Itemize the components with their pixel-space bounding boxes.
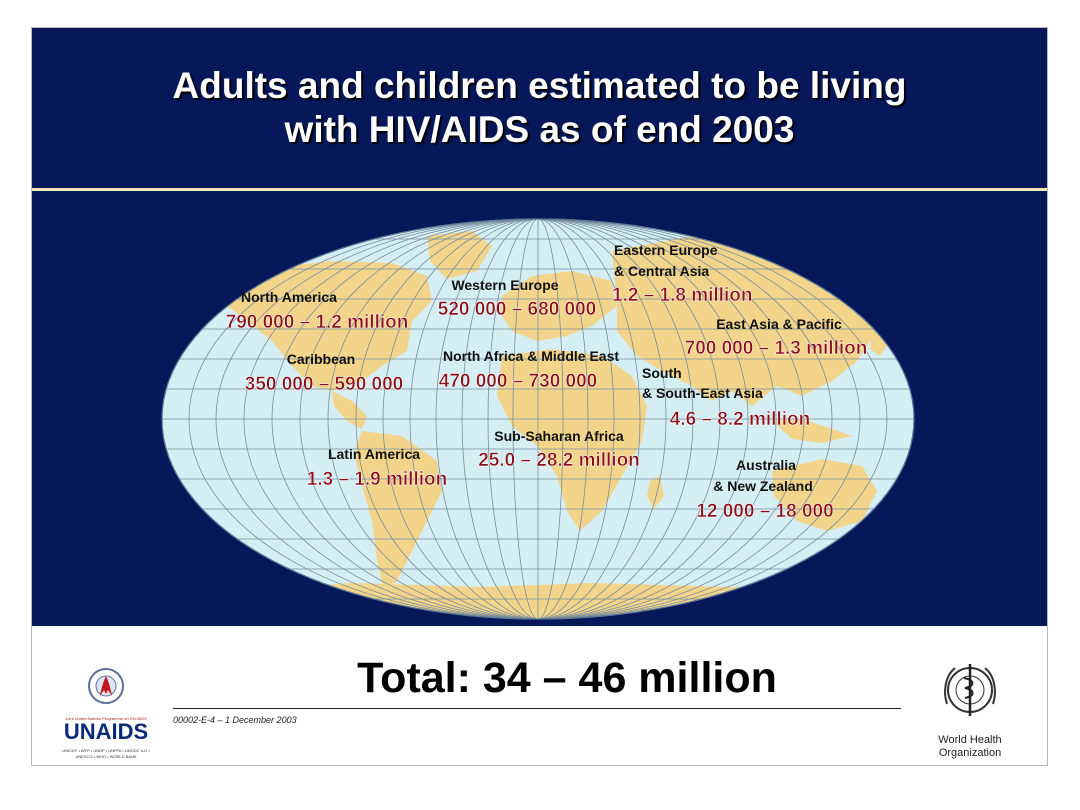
- un-emblem-icon: [88, 668, 124, 704]
- unaids-logo: Joint United Nations Programme on HIV/AI…: [56, 664, 156, 759]
- who-logo: World Health Organization: [915, 654, 1025, 759]
- region-range: 790 000 – 1.2 million: [226, 312, 409, 333]
- who-name-line-2: Organization: [938, 747, 1002, 759]
- title-line-2: with HIV/AIDS as of end 2003: [284, 109, 795, 150]
- land-australia: [772, 459, 877, 531]
- slide: Adults and children estimated to be livi…: [31, 27, 1048, 766]
- region-labels: North America 790 000 – 1.2 million Cari…: [225, 242, 868, 522]
- region-name: Caribbean: [287, 351, 355, 367]
- title-line-1: Adults and children estimated to be livi…: [172, 65, 907, 106]
- unaids-tagline: Joint United Nations Programme on HIV/AI…: [65, 716, 147, 721]
- title-band: Adults and children estimated to be livi…: [32, 28, 1047, 188]
- region-name: East Asia & Pacific: [716, 316, 842, 332]
- region-range: 1.3 – 1.9 million: [307, 469, 447, 490]
- region-range: 700 000 – 1.3 million: [685, 338, 868, 359]
- region-name: Western Europe: [451, 277, 558, 293]
- region-name: North America: [241, 289, 337, 305]
- region-range: 4.6 – 8.2 million: [670, 409, 810, 430]
- total-estimate: Total: 34 – 46 million: [357, 654, 777, 702]
- unaids-wordmark: UNAIDS: [63, 719, 149, 744]
- region-range: 520 000 – 680 000: [438, 299, 597, 320]
- footer: Joint United Nations Programme on HIV/AI…: [32, 626, 1047, 765]
- region-name: Sub-Saharan Africa: [494, 428, 624, 444]
- land-madagascar: [647, 476, 664, 509]
- slide-title: Adults and children estimated to be livi…: [32, 64, 1047, 152]
- region-name: South: [642, 365, 682, 381]
- region-range: 470 000 – 730 000: [439, 371, 598, 392]
- world-map-panel: North America 790 000 – 1.2 million Cari…: [32, 191, 1047, 626]
- region-name: & New Zealand: [713, 478, 813, 494]
- region-range: 25.0 – 28.2 million: [478, 450, 640, 471]
- unaids-members: UNICEF • WFP • UNDP • UNFPA • UNODC ILO …: [62, 748, 150, 759]
- map-graticule: [162, 219, 914, 619]
- who-name: World Health Organization: [915, 734, 1025, 760]
- region-name: & South-East Asia: [642, 385, 763, 401]
- region-name: & Central Asia: [614, 263, 709, 279]
- region-range: 12 000 – 18 000: [696, 501, 833, 522]
- divider-line: [32, 188, 1047, 191]
- land-central-america: [332, 391, 367, 429]
- region-range: 350 000 – 590 000: [245, 374, 404, 395]
- who-emblem-icon: [944, 664, 996, 716]
- footer-rule: [173, 708, 901, 709]
- who-name-line-1: World Health: [938, 734, 1002, 746]
- region-name: Latin America: [328, 446, 420, 462]
- slide-code: 00002-E-4 – 1 December 2003: [173, 715, 297, 725]
- region-name: North Africa & Middle East: [443, 348, 619, 364]
- world-map: North America 790 000 – 1.2 million Cari…: [161, 218, 915, 620]
- region-name: Australia: [736, 457, 796, 473]
- region-name: Eastern Europe: [614, 242, 718, 258]
- land-new-zealand: [892, 526, 904, 553]
- region-range: 1.2 – 1.8 million: [612, 285, 752, 306]
- land-south-america: [354, 431, 442, 591]
- land-north-america: [212, 261, 432, 391]
- land-southeast-asia-islands: [772, 419, 852, 443]
- land-greenland: [427, 231, 492, 279]
